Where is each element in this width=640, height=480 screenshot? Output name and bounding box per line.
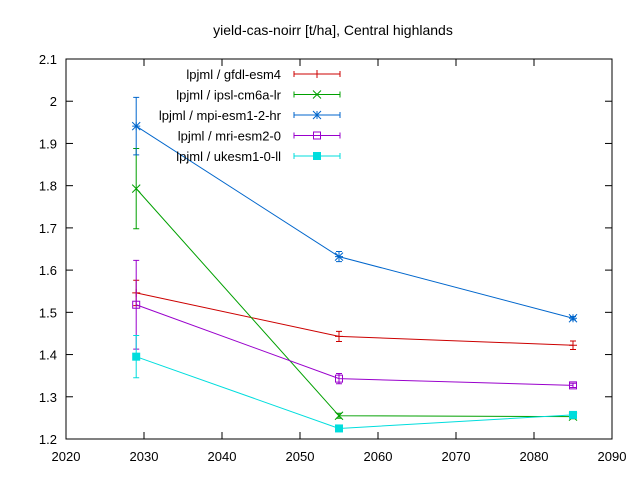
y-tick-label: 1.4 bbox=[39, 348, 57, 363]
y-tick-label: 2.1 bbox=[39, 52, 57, 67]
error-bar bbox=[570, 382, 576, 388]
data-point bbox=[313, 70, 321, 78]
legend-label: lpjml / mri-esm2-0 bbox=[178, 129, 281, 144]
legend-cap bbox=[293, 153, 341, 159]
data-point bbox=[569, 410, 577, 419]
data-point bbox=[132, 352, 141, 361]
ticks-layer: 2020 2030 2040 2050 2060 2070 2080 2090 1.2 1.3 1.… bbox=[39, 52, 627, 464]
data-point bbox=[334, 252, 344, 261]
data-point bbox=[335, 374, 343, 383]
x-tick-label: 2030 bbox=[130, 449, 159, 464]
data-point bbox=[335, 424, 343, 433]
data-point bbox=[132, 300, 141, 309]
y-tick-label: 1.9 bbox=[39, 136, 57, 151]
legend-label: lpjml / mpi-esm1-2-hr bbox=[159, 108, 282, 123]
data-point bbox=[313, 131, 321, 140]
legend-cap bbox=[293, 112, 341, 118]
y-tick-label: 2 bbox=[50, 94, 57, 109]
x-tick-label: 2060 bbox=[364, 449, 393, 464]
x-tick-label: 2040 bbox=[208, 449, 237, 464]
data-point bbox=[312, 90, 322, 99]
legend: lpjml / gfdl-esm4 lpjml / ipsl-cm6a-lr lpj… bbox=[159, 67, 341, 164]
legend-label: lpjml / ukesm1-0-ll bbox=[176, 149, 281, 164]
x-tick-label: 2080 bbox=[520, 449, 549, 464]
data-point bbox=[131, 184, 141, 193]
data-point bbox=[131, 121, 141, 131]
data-point bbox=[334, 411, 344, 421]
data-point bbox=[568, 313, 578, 323]
legend-cap bbox=[293, 91, 341, 98]
x-tick-label: 2090 bbox=[598, 449, 627, 464]
y-tick-label: 1.2 bbox=[39, 432, 57, 447]
series-layer bbox=[131, 96, 578, 433]
series bbox=[132, 279, 577, 350]
legend-cap bbox=[293, 71, 341, 77]
legend-cap bbox=[293, 132, 341, 139]
series bbox=[131, 148, 578, 421]
y-tick-label: 1.5 bbox=[39, 305, 57, 320]
legend-label: lpjml / gfdl-esm4 bbox=[186, 67, 281, 82]
series-line bbox=[136, 304, 574, 386]
y-tick-label: 1.6 bbox=[39, 263, 57, 278]
x-tick-label: 2070 bbox=[442, 449, 471, 464]
y-tick-label: 1.7 bbox=[39, 221, 57, 236]
series-line bbox=[135, 188, 574, 418]
y-tick-label: 1.3 bbox=[39, 390, 57, 405]
data-point bbox=[569, 381, 577, 390]
series bbox=[131, 96, 578, 323]
legend-label: lpjml / ipsl-cm6a-lr bbox=[176, 88, 281, 103]
data-point bbox=[569, 341, 577, 350]
x-tick-label: 2020 bbox=[52, 449, 81, 464]
data-point bbox=[312, 110, 322, 120]
chart-title: yield-cas-noirr [t/ha], Central highland… bbox=[213, 22, 453, 38]
series-line bbox=[136, 356, 574, 429]
x-tick-label: 2050 bbox=[286, 449, 315, 464]
data-point bbox=[335, 332, 343, 341]
series bbox=[132, 259, 577, 390]
series bbox=[132, 335, 577, 433]
plot-frame bbox=[65, 58, 613, 440]
y-tick-label: 1.8 bbox=[39, 179, 57, 194]
data-point bbox=[313, 152, 321, 160]
